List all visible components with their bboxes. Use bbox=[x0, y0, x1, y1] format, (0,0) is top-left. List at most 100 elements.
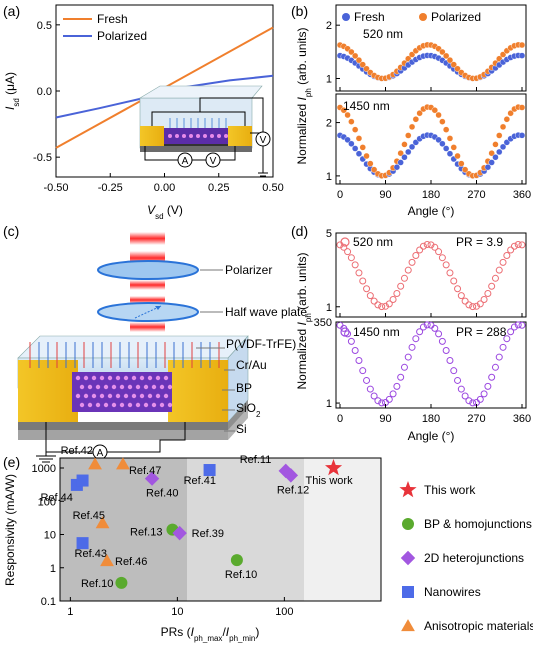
data-point-1450-nm bbox=[336, 321, 344, 329]
data-point-polarized bbox=[348, 48, 355, 56]
data-point-520-nm bbox=[450, 277, 458, 285]
bp-atom bbox=[111, 384, 117, 390]
legend-520-label: 520 nm bbox=[353, 235, 393, 249]
bp-atom bbox=[135, 384, 141, 390]
data-point-fresh bbox=[348, 140, 355, 147]
legend-bp-label: BP & homojunctions bbox=[424, 517, 532, 531]
legend-marker-star bbox=[399, 481, 417, 498]
bp-atom bbox=[168, 134, 172, 138]
data-point-polarized bbox=[340, 106, 347, 114]
voltmeter-label: V bbox=[210, 156, 217, 167]
point-label: Ref.11 bbox=[240, 454, 272, 466]
data-point-fresh bbox=[492, 154, 499, 161]
half-wave-plate-label: Half wave plate bbox=[225, 305, 307, 319]
data-point-520-nm bbox=[374, 301, 382, 309]
data-point-1450-nm bbox=[507, 328, 515, 336]
data-point-polarized bbox=[458, 160, 465, 167]
bp-atom bbox=[210, 134, 214, 138]
panel-e-benchmark-chart: 1 10 100 0.1 1 10 100 1000 This work Ref.10 Ref.1… bbox=[3, 445, 533, 642]
data-point-fresh bbox=[435, 136, 442, 144]
data-point-1450-nm bbox=[457, 385, 465, 393]
bp-atom bbox=[119, 402, 125, 408]
pr-1450-label: PR = 288 bbox=[456, 325, 507, 339]
region-light bbox=[304, 458, 381, 601]
data-point-fresh bbox=[499, 143, 507, 151]
bp-atom bbox=[175, 134, 179, 138]
data-point-520-nm bbox=[480, 295, 488, 303]
data-point-ref-10 bbox=[230, 554, 243, 567]
bp-atom bbox=[91, 393, 97, 399]
data-point-ref-10 bbox=[115, 576, 128, 589]
data-point-fresh bbox=[488, 159, 495, 166]
data-point-1450-nm bbox=[370, 392, 378, 400]
x-tick-label: 180 bbox=[422, 413, 440, 425]
legend-fresh-label: Fresh bbox=[97, 12, 128, 26]
bp-atom bbox=[167, 384, 173, 390]
data-point-520-nm bbox=[423, 241, 431, 249]
x-tick-label: 100 bbox=[275, 606, 293, 618]
point-label: Ref.41 bbox=[184, 475, 216, 487]
data-point-520-nm bbox=[378, 303, 386, 311]
x-tick-label: 90 bbox=[379, 189, 391, 201]
x-tick-label: 1 bbox=[67, 606, 73, 618]
bp-atom bbox=[123, 393, 129, 399]
data-point-fresh bbox=[496, 148, 503, 156]
bp-atom bbox=[115, 393, 121, 399]
polarizer-icon bbox=[97, 260, 199, 280]
bp-atom bbox=[143, 384, 149, 390]
wavelength-label-top: 520 nm bbox=[363, 27, 403, 41]
panel-a-iv-chart: -0.50 -0.25 0.00 0.25 0.50 -0.5 0.0 0.5 Fresh P… bbox=[3, 4, 284, 221]
polarizer-label: Polarizer bbox=[225, 263, 272, 277]
point-label: Ref.46 bbox=[115, 556, 147, 568]
data-point-1450-nm bbox=[454, 376, 462, 384]
data-point-1450-nm bbox=[499, 343, 507, 351]
y-tick-label: 350 bbox=[314, 317, 332, 329]
y-tick-label: 1000 bbox=[32, 463, 56, 475]
si-label: Si bbox=[236, 422, 247, 436]
data-point-1450-nm bbox=[404, 353, 412, 361]
data-point-fresh bbox=[408, 143, 416, 151]
ammeter-icon bbox=[177, 152, 193, 168]
data-point-520-nm bbox=[435, 248, 443, 256]
point-label: Ref.40 bbox=[146, 488, 178, 500]
voltmeter-gate-icon bbox=[255, 131, 271, 147]
x-tick-label: 180 bbox=[422, 189, 440, 201]
data-point-polarized bbox=[359, 144, 366, 151]
data-point-520-nm bbox=[488, 282, 496, 290]
legend-520-marker bbox=[340, 237, 350, 247]
data-point-1450-nm bbox=[389, 390, 397, 398]
data-point-ref-12 bbox=[283, 468, 299, 483]
region-mid bbox=[187, 458, 304, 601]
panel-a-ylabel: Isd (μA) bbox=[3, 72, 21, 110]
legend-this-work-label: This work bbox=[424, 483, 476, 497]
data-point-520-nm bbox=[344, 248, 352, 256]
crau-label: Cr/Au bbox=[236, 358, 267, 372]
bp-atom bbox=[159, 402, 165, 408]
data-point-1450-nm bbox=[484, 382, 492, 390]
data-point-fresh bbox=[442, 145, 450, 152]
data-point-1450-nm bbox=[359, 367, 367, 375]
bp-atom bbox=[115, 375, 121, 381]
data-point-520-nm bbox=[461, 297, 469, 305]
data-point-1450-nm bbox=[461, 392, 469, 400]
data-point-polarized bbox=[412, 116, 420, 123]
data-point-polarized bbox=[442, 52, 450, 60]
legend-marker-diamond bbox=[400, 550, 416, 566]
data-point-1450-nm bbox=[378, 399, 386, 407]
data-point-520-nm bbox=[431, 243, 439, 251]
legend-nanowires-label: Nanowires bbox=[424, 585, 481, 599]
legend-fresh-label: Fresh bbox=[354, 10, 385, 24]
panel-label-d: (d) bbox=[291, 223, 308, 239]
point-label: Ref.13 bbox=[130, 527, 162, 539]
data-point-polarized bbox=[492, 141, 499, 148]
data-point-ref-43 bbox=[76, 537, 89, 550]
legend-aniso-label: Anisotropic materials bbox=[424, 619, 533, 633]
y-tick-label: 1 bbox=[326, 171, 332, 183]
data-point-1450-nm bbox=[344, 330, 352, 338]
data-point-1450-nm bbox=[427, 321, 435, 329]
panel-d-xlabel: Angle (°) bbox=[408, 429, 455, 443]
data-point-520-nm bbox=[438, 254, 446, 262]
data-point-520-nm bbox=[404, 266, 412, 274]
